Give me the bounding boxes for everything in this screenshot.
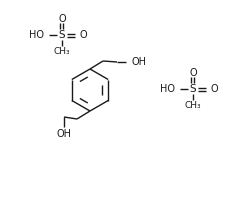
Text: OH: OH: [56, 129, 71, 139]
Text: O: O: [58, 14, 66, 24]
Text: HO: HO: [160, 84, 175, 94]
Text: S: S: [190, 84, 196, 94]
Text: S: S: [59, 30, 65, 40]
Text: CH₃: CH₃: [54, 46, 70, 56]
Text: HO: HO: [29, 30, 44, 40]
Text: O: O: [189, 68, 197, 78]
Text: O: O: [80, 30, 88, 40]
Text: CH₃: CH₃: [185, 100, 201, 110]
Text: OH: OH: [132, 57, 147, 67]
Text: O: O: [211, 84, 219, 94]
